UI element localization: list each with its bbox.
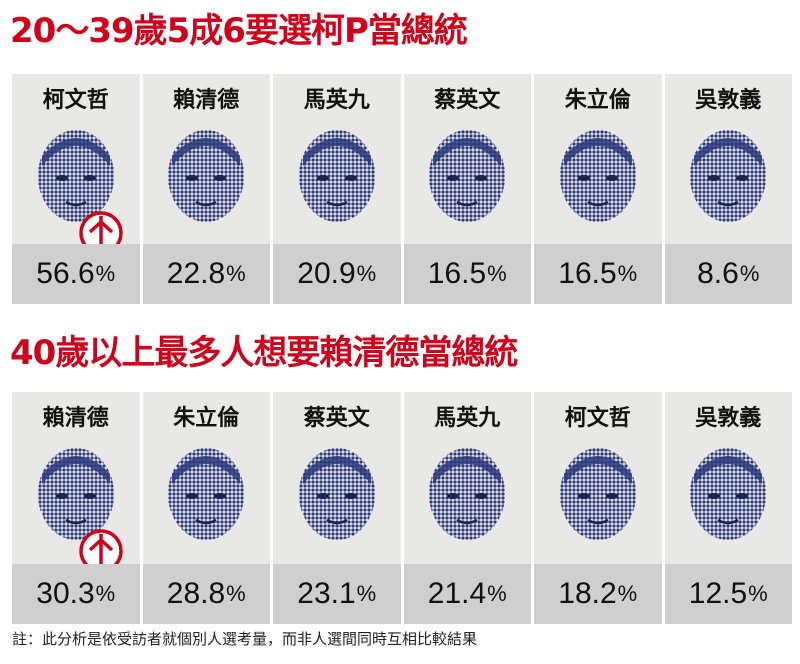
candidate-name: 柯文哲 (564, 406, 631, 431)
candidate-name: 朱立倫 (173, 406, 240, 431)
candidate-name: 馬英九 (303, 88, 370, 113)
candidate-portrait (556, 126, 640, 230)
chart-title-young: 20～39歲5成6要選柯P當總統 (10, 11, 468, 51)
percent-unit: % (487, 261, 507, 286)
candidate-name: 柯文哲 (42, 88, 109, 113)
percent-unit: % (487, 581, 507, 606)
halftone-portrait-icon (168, 130, 245, 222)
value-label: 28.8 (166, 577, 226, 610)
value-label: 56.6 (36, 257, 95, 290)
candidate-portrait (425, 126, 509, 230)
chart-title-older: 40歲以上最多人想要賴清德當總統 (10, 333, 518, 373)
halftone-portrait-icon (429, 130, 506, 222)
halftone-portrait-icon (168, 448, 245, 540)
candidate-cell: 馬英九 20.9% (273, 74, 401, 304)
candidate-cell: 朱立倫 16.5% (534, 74, 662, 304)
candidate-name: 蔡英文 (303, 406, 370, 431)
candidate-cell: 馬英九 21.4% (403, 392, 531, 624)
value-label: 30.3 (36, 577, 95, 610)
halftone-portrait-icon (559, 130, 636, 222)
percent-unit: % (95, 581, 116, 606)
value-panel: 30.3% (12, 564, 140, 624)
value-label: 23.1 (297, 577, 356, 610)
candidate-cell: 賴清德 30.3% (12, 392, 140, 624)
value-panel: 18.2% (534, 564, 662, 624)
value-label: 16.5 (427, 257, 487, 290)
percent-unit: % (226, 581, 246, 606)
candidate-portrait (295, 444, 379, 548)
candidate-name: 賴清德 (42, 406, 109, 431)
candidate-cell: 吳敦義 12.5% (664, 392, 792, 624)
value-label: 22.8 (166, 257, 226, 290)
candidate-cell: 朱立倫 28.8% (142, 392, 270, 624)
halftone-portrait-icon (559, 448, 636, 540)
percent-unit: % (356, 261, 377, 286)
value-panel: 16.5% (534, 244, 662, 304)
candidate-name: 賴清德 (173, 88, 240, 113)
value-panel: 12.5% (664, 564, 792, 624)
value-panel: 21.4% (403, 564, 531, 624)
value-panel: 22.8% (142, 244, 270, 304)
candidate-name: 吳敦義 (695, 88, 762, 113)
percent-unit: % (617, 261, 638, 286)
percent-unit: % (739, 261, 760, 286)
halftone-portrait-icon (37, 130, 114, 222)
candidate-cell: 柯文哲 56.6% (12, 74, 140, 304)
footnote: 註：此分析是依受訪者就個別人選考量，而非人選間同時互相比較結果 (12, 630, 478, 648)
candidate-table-young: 柯文哲 56.6% 賴清德 22.8% 馬英九 20.9% 蔡英文 16.5% 朱立倫 16.5%… (12, 74, 792, 304)
candidate-cell: 蔡英文 16.5% (403, 74, 531, 304)
value-panel: 16.5% (403, 244, 531, 304)
candidate-name: 吳敦義 (695, 406, 762, 431)
percent-unit: % (95, 261, 116, 286)
percent-unit: % (617, 581, 638, 606)
candidate-portrait (34, 126, 118, 230)
halftone-portrait-icon (298, 448, 375, 540)
halftone-portrait-icon (429, 448, 506, 540)
value-panel: 56.6% (12, 244, 140, 304)
candidate-portrait (295, 126, 379, 230)
candidate-portrait (686, 444, 770, 548)
halftone-portrait-icon (37, 448, 114, 540)
candidate-portrait (164, 126, 248, 230)
value-label: 12.5 (688, 577, 748, 610)
candidate-cell: 蔡英文 23.1% (273, 392, 401, 624)
candidate-portrait (556, 444, 640, 548)
candidate-cell: 吳敦義 8.6% (664, 74, 792, 304)
candidate-portrait (686, 126, 770, 230)
candidate-name: 朱立倫 (564, 88, 631, 113)
candidate-portrait (425, 444, 509, 548)
value-label: 16.5 (558, 257, 617, 290)
candidate-cell: 賴清德 22.8% (142, 74, 270, 304)
candidate-name: 馬英九 (434, 406, 501, 431)
percent-unit: % (748, 581, 768, 606)
candidate-portrait (34, 444, 118, 548)
value-label: 21.4 (427, 577, 487, 610)
ballot-stamp-icon (79, 211, 123, 255)
value-label: 8.6 (697, 257, 739, 290)
value-panel: 8.6% (664, 244, 792, 304)
halftone-portrait-icon (690, 130, 767, 222)
halftone-portrait-icon (690, 448, 767, 540)
value-panel: 20.9% (273, 244, 401, 304)
percent-unit: % (226, 261, 246, 286)
percent-unit: % (356, 581, 377, 606)
candidate-name: 蔡英文 (434, 88, 501, 113)
halftone-portrait-icon (298, 130, 375, 222)
value-label: 18.2 (558, 577, 617, 610)
candidate-portrait (164, 444, 248, 548)
value-label: 20.9 (297, 257, 356, 290)
candidate-table-older: 賴清德 30.3% 朱立倫 28.8% 蔡英文 23.1% 馬英九 21.4% 柯文哲 18.2%… (12, 392, 792, 624)
value-panel: 23.1% (273, 564, 401, 624)
candidate-cell: 柯文哲 18.2% (534, 392, 662, 624)
value-panel: 28.8% (142, 564, 270, 624)
